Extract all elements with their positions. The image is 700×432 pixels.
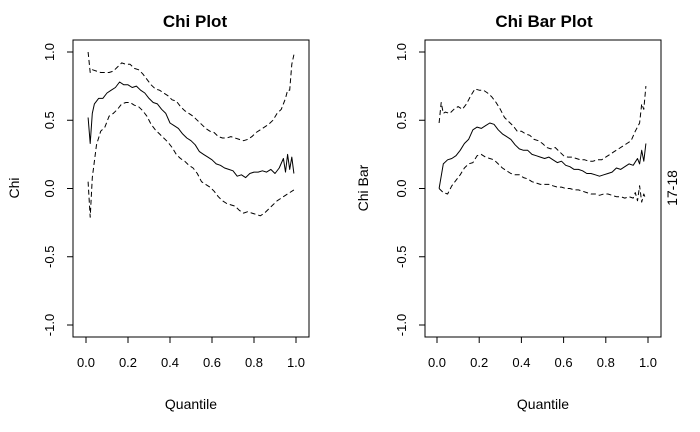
chi-plot-series-estimate <box>87 81 295 179</box>
chi-bar-plot-title: Chi Bar Plot <box>495 12 593 31</box>
chi-bar-plot-ytick-label: 0.0 <box>394 179 409 197</box>
chi-plot-xtick-label: 0.0 <box>77 355 95 370</box>
chi-bar-plot-xtick-label: 0.8 <box>597 355 615 370</box>
chi-plot-ytick-label: -0.5 <box>42 246 57 268</box>
chi-plot-ylabel: Chi <box>6 177 22 198</box>
chi-bar-plot-ytick-label: -1.0 <box>394 314 409 336</box>
chi-plot-lines <box>87 51 295 218</box>
chi-bar-plot-axes: 0.0 0.2 0.4 0.6 0.8 1.0 -1.0 -0.5 0.0 0.5 1.0 <box>394 43 657 370</box>
chi-bar-plot-xtick-label: 0.4 <box>512 355 530 370</box>
chi-plot-panel: Chi Plot Quantile Chi 0.0 0.2 0.4 0.6 0.8 1.0… <box>6 12 310 412</box>
chi-plot-xtick-label: 0.8 <box>245 355 263 370</box>
chi-bar-plot-ylabel: Chi Bar <box>355 164 371 211</box>
chi-plot-ytick-label: 0.5 <box>42 111 57 129</box>
chi-bar-plot-xtick-label: 0.2 <box>470 355 488 370</box>
chi-bar-plot-frame <box>424 39 662 338</box>
chi-bar-plot-series-upper-bound <box>438 86 647 162</box>
chi-bar-plot-ytick-label: 1.0 <box>394 43 409 61</box>
side-label: 17-18 <box>664 170 680 206</box>
chi-plot-frame <box>72 39 310 338</box>
chi-plot-title: Chi Plot <box>163 12 228 31</box>
chi-bar-plot-xtick-label: 1.0 <box>639 355 657 370</box>
chi-plot-xtick-label: 0.2 <box>119 355 137 370</box>
chi-bar-plot-xtick-label: 0.6 <box>555 355 573 370</box>
chi-plot-axes: 0.0 0.2 0.4 0.6 0.8 1.0 -1.0 -0.5 0.0 0.5 1.0 <box>42 43 305 370</box>
chi-plot-xtick-label: 0.6 <box>203 355 221 370</box>
chi-plot-series-lower-bound <box>87 102 295 218</box>
chi-plot-ytick-label: 0.0 <box>42 179 57 197</box>
chi-bar-plot-lines <box>438 86 647 203</box>
chi-plot-xtick-label: 1.0 <box>287 355 305 370</box>
chi-plot-ytick-label: -1.0 <box>42 314 57 336</box>
chi-plot-xtick-label: 0.4 <box>161 355 179 370</box>
chi-plot-series-upper-bound <box>87 51 295 142</box>
chi-bar-plot-panel: Chi Bar Plot Quantile Chi Bar 0.0 0.2 0.4 0… <box>355 12 662 412</box>
chi-plot-ytick-label: 1.0 <box>42 43 57 61</box>
chi-plot-xlabel: Quantile <box>165 396 217 412</box>
chi-bar-plot-ytick-label: 0.5 <box>394 111 409 129</box>
chi-bar-plot-xtick-label: 0.0 <box>428 355 446 370</box>
chi-bar-plot-xlabel: Quantile <box>517 396 569 412</box>
chi-bar-plot-series-estimate <box>438 122 647 189</box>
chi-bar-plot-ytick-label: -0.5 <box>394 246 409 268</box>
chi-bar-plot-series-lower-bound <box>438 153 647 203</box>
